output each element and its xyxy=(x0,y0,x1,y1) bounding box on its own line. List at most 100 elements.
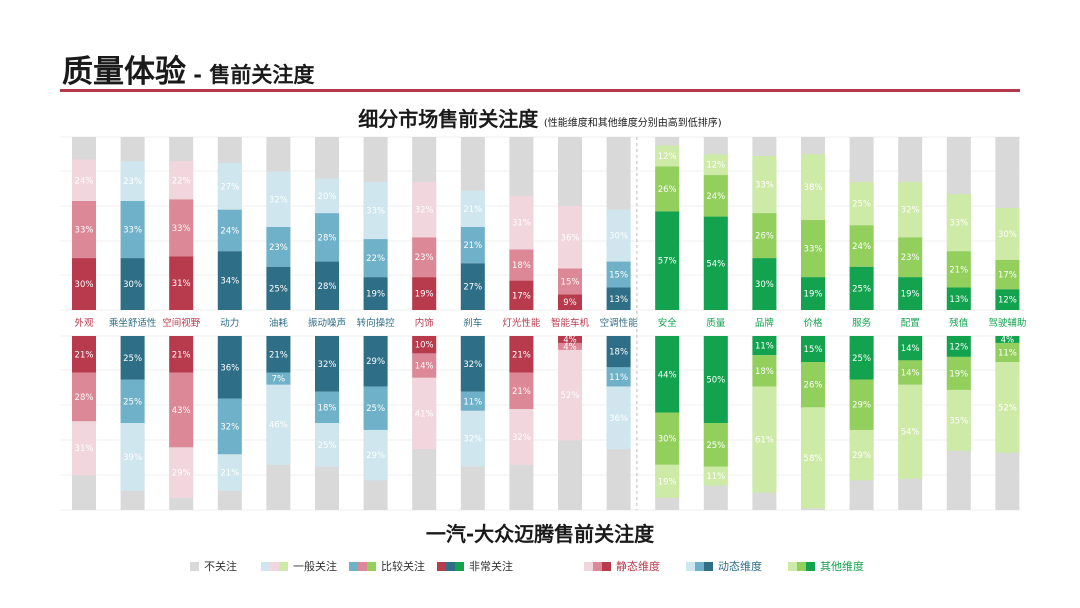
bar-segment xyxy=(72,159,96,202)
category-label: 智能车机 xyxy=(551,317,590,329)
bar-segment xyxy=(801,336,825,363)
data-label: 26% xyxy=(755,232,774,242)
bar-segment xyxy=(363,239,388,278)
data-label: 39% xyxy=(123,453,142,463)
category-label: 转向操控 xyxy=(357,317,396,329)
bar-segment xyxy=(509,336,534,373)
bar-segment xyxy=(995,362,1020,453)
bar-segment xyxy=(169,199,194,257)
data-label: 29% xyxy=(366,357,385,367)
bar-segment xyxy=(655,336,680,413)
data-label: 33% xyxy=(949,219,968,229)
legend-swatch-mid-green xyxy=(367,561,376,571)
data-label: 21% xyxy=(463,205,482,215)
bar-segment xyxy=(849,336,874,380)
data-label: 13% xyxy=(609,295,628,305)
data-label: 25% xyxy=(852,354,871,364)
page-subtitle: 售前关注度 xyxy=(209,63,315,87)
data-label: 29% xyxy=(852,401,871,411)
bar-segment xyxy=(606,336,631,368)
category-label: 安全 xyxy=(658,317,678,329)
data-label: 21% xyxy=(172,350,191,360)
bar-segment xyxy=(169,447,194,498)
bar-segment xyxy=(315,178,339,214)
data-label: 29% xyxy=(172,469,191,479)
bar-segment xyxy=(509,249,534,281)
bar-segment xyxy=(752,386,777,493)
bar-segment xyxy=(946,251,971,288)
bar-segment xyxy=(120,379,145,423)
data-label: 27% xyxy=(220,182,239,192)
bar-segment xyxy=(412,353,437,378)
data-label: 58% xyxy=(804,454,823,464)
data-label: 21% xyxy=(949,265,968,275)
data-label: 32% xyxy=(463,360,482,370)
bar-segment xyxy=(460,410,485,467)
category-label: 外观 xyxy=(74,317,94,329)
bar-segment xyxy=(558,349,582,441)
data-label: 24% xyxy=(220,226,239,236)
bar-segment xyxy=(655,464,680,498)
bar-segment xyxy=(412,377,437,450)
bar-segment xyxy=(703,466,728,486)
bar-segment xyxy=(363,386,388,430)
data-label: 30% xyxy=(998,230,1017,240)
top-chart-title-text: 细分市场售前关注度 xyxy=(358,107,539,131)
legend-label: 不关注 xyxy=(204,560,237,573)
data-label: 19% xyxy=(949,369,968,379)
bar-segment xyxy=(655,211,680,310)
bar-segment xyxy=(995,207,1020,260)
data-label: 28% xyxy=(318,233,337,243)
legend-swatch-dynamic-mid xyxy=(695,561,704,571)
data-label: 31% xyxy=(75,444,94,454)
bar-segment xyxy=(655,166,680,212)
bar-segment xyxy=(412,181,437,238)
bar-segment xyxy=(363,429,388,481)
bar-segment xyxy=(72,336,96,373)
category-label: 乘坐舒适性 xyxy=(109,317,157,329)
data-label: 32% xyxy=(318,360,337,370)
bar-segment xyxy=(315,261,339,310)
bar-segment xyxy=(169,336,194,373)
legend-dimensions: 静态维度 动态维度 其他维度 xyxy=(584,558,864,574)
legend-label-other: 其他维度 xyxy=(820,560,864,573)
legend-swatch-light-pink xyxy=(270,561,279,571)
data-label: 11% xyxy=(609,373,628,383)
data-label: 33% xyxy=(366,207,385,217)
data-label: 25% xyxy=(123,397,142,407)
data-label: 36% xyxy=(561,233,580,243)
legend-label: 非常关注 xyxy=(469,560,513,573)
bar-segment xyxy=(703,154,728,176)
data-label: 24% xyxy=(706,192,725,202)
data-label: 41% xyxy=(415,409,434,419)
bar-segment xyxy=(266,336,291,373)
legend-swatch-static-light xyxy=(584,561,593,571)
data-label: 21% xyxy=(220,469,239,479)
data-label: 18% xyxy=(755,367,774,377)
bar-segment xyxy=(752,355,777,387)
data-label: 33% xyxy=(123,226,142,236)
data-label: 20% xyxy=(318,192,337,202)
legend-swatch-mid-blue xyxy=(349,561,358,571)
data-label: 33% xyxy=(75,226,94,236)
bar-segment xyxy=(266,372,291,385)
data-label: 34% xyxy=(220,277,239,287)
data-label: 19% xyxy=(804,290,823,300)
data-label: 11% xyxy=(706,472,725,482)
bar-segment xyxy=(315,213,339,262)
bar-segment xyxy=(266,266,291,310)
bar-segment xyxy=(898,384,923,479)
data-label: 54% xyxy=(706,259,725,269)
bar-segment xyxy=(752,213,777,259)
bar-segment xyxy=(217,454,242,491)
data-label: 12% xyxy=(998,296,1017,306)
data-label: 21% xyxy=(75,350,94,360)
data-label: 29% xyxy=(852,451,871,461)
data-label: 30% xyxy=(658,435,677,445)
bar-segment xyxy=(169,372,194,448)
data-label: 25% xyxy=(269,284,288,294)
bar-segment xyxy=(120,258,145,310)
bar-segment xyxy=(266,171,291,227)
data-label: 17% xyxy=(998,271,1017,281)
bottom-chart-title: 一汽-大众迈腾售前关注度 xyxy=(425,522,655,546)
